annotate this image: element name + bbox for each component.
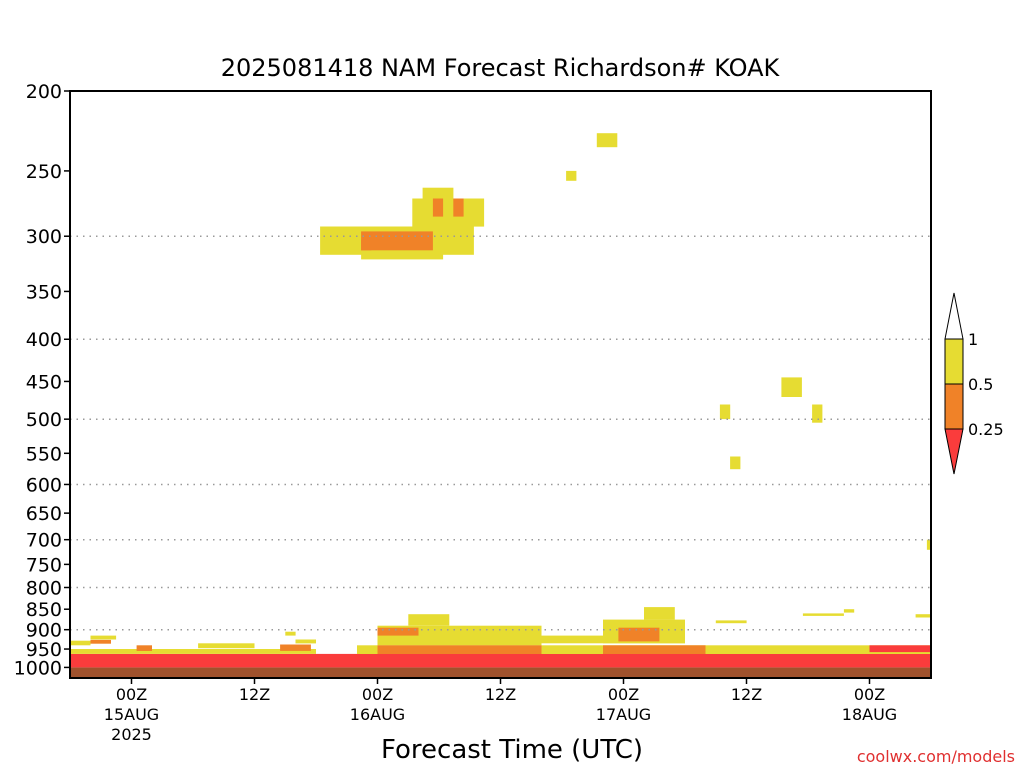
heatmap-cell-21: [70, 649, 316, 654]
x-tick-label-2-0: 00Z: [362, 685, 393, 704]
color-legend: 1 0.5 0.25: [944, 292, 1004, 475]
heatmap-cell-20: [90, 639, 111, 644]
heatmap-cell-23: [198, 643, 255, 649]
x-tick-label-5-0: 12Z: [731, 685, 762, 704]
heatmap-cell-40: [843, 609, 855, 613]
y-tick-label-950: 950: [26, 639, 62, 661]
x-tick-label-4-1: 17AUG: [596, 705, 651, 724]
x-tick-label-3-0: 12Z: [485, 685, 516, 704]
heatmap-cells: [70, 133, 931, 678]
y-tick-label-700: 700: [26, 530, 62, 552]
heatmap-cell-5: [361, 231, 433, 251]
heatmap-cell-29: [408, 614, 450, 626]
heatmap-cell-6: [432, 198, 444, 217]
heatmap-cell-25: [285, 631, 296, 636]
legend-swatch-mid-low: [944, 383, 964, 430]
heatmap-cell-16: [70, 667, 931, 678]
x-tick-label-6-0: 00Z: [854, 685, 885, 704]
grid-lines: [70, 235, 931, 631]
y-tick-label-850: 850: [26, 599, 62, 621]
heatmap-cell-22: [136, 645, 152, 651]
heatmap-cell-3: [422, 187, 454, 202]
heatmap-cell-12: [730, 456, 741, 470]
x-tick-label-6-1: 18AUG: [842, 705, 897, 724]
x-tick-label-1-0: 12Z: [239, 685, 270, 704]
x-tick-label-0-1: 15AUG: [104, 705, 159, 724]
legend-label-0: 1: [968, 330, 978, 349]
heatmap-cell-35: [618, 627, 660, 642]
heatmap-cell-10: [596, 133, 618, 148]
heatmap-cell-36: [603, 645, 706, 654]
heatmap-cell-8: [361, 239, 372, 251]
heatmap-cell-11: [719, 404, 731, 420]
legend-swatch-bottom: [944, 428, 964, 475]
y-tick-label-450: 450: [26, 371, 62, 393]
heatmap-cell-1: [361, 250, 444, 260]
y-tick-label-800: 800: [26, 577, 62, 599]
x-tick-label-2-1: 16AUG: [350, 705, 405, 724]
heatmap-cell-9: [566, 170, 577, 181]
legend-swatch-mid-high: [944, 338, 964, 385]
y-tick-label-500: 500: [26, 409, 62, 431]
heatmap-cell-38: [767, 647, 829, 651]
heatmap-cell-7: [453, 198, 464, 217]
heatmap-cell-15: [926, 539, 931, 550]
heatmap-cell-4: [432, 216, 474, 225]
heatmap-cell-30: [377, 627, 419, 636]
heatmap-cell-32: [541, 635, 603, 644]
heatmap-cell-24: [280, 644, 311, 651]
y-tick-label-550: 550: [26, 443, 62, 465]
legend-label-2: 0.25: [968, 420, 1004, 439]
y-tick-label-200: 200: [26, 81, 62, 103]
heatmap-cell-14: [812, 404, 823, 423]
y-tick-label-350: 350: [26, 281, 62, 303]
heatmap-cell-19: [70, 640, 91, 646]
legend-swatch-top: [944, 292, 964, 340]
y-tick-label-650: 650: [26, 503, 62, 525]
heatmap-cell-34: [644, 607, 675, 620]
heatmap-cell-41: [869, 645, 931, 653]
heatmap-cell-18: [90, 635, 117, 640]
y-tick-label-250: 250: [26, 161, 62, 183]
y-tick-label-600: 600: [26, 474, 62, 496]
y-tick-label-1000: 1000: [14, 657, 62, 679]
heatmap-cell-42: [915, 614, 931, 618]
y-tick-label-750: 750: [26, 554, 62, 576]
y-tick-label-300: 300: [26, 226, 62, 248]
heatmap-cell-17: [70, 653, 931, 668]
heatmap-cell-31: [377, 645, 542, 654]
heatmap-cell-37: [715, 620, 747, 624]
x-axis-title: Forecast Time (UTC): [381, 735, 643, 765]
x-tick-label-4-0: 00Z: [608, 685, 639, 704]
heatmap-cell-26: [295, 639, 316, 644]
watermark: coolwx.com/models: [857, 747, 1015, 766]
legend-label-1: 0.5: [968, 375, 993, 394]
y-tick-label-400: 400: [26, 329, 62, 351]
heatmap-cell-13: [781, 377, 802, 397]
y-tick-label-900: 900: [26, 620, 62, 642]
heatmap-cell-39: [802, 613, 844, 616]
chart-title: 2025081418 NAM Forecast Richardson# KOAK: [221, 54, 781, 82]
x-tick-label-0-2: 2025: [111, 725, 152, 744]
y-axis: 200 250 300 350 400 450 500 550 600 650 7007508008…: [14, 81, 70, 679]
x-tick-label-0-0: 00Z: [116, 685, 147, 704]
